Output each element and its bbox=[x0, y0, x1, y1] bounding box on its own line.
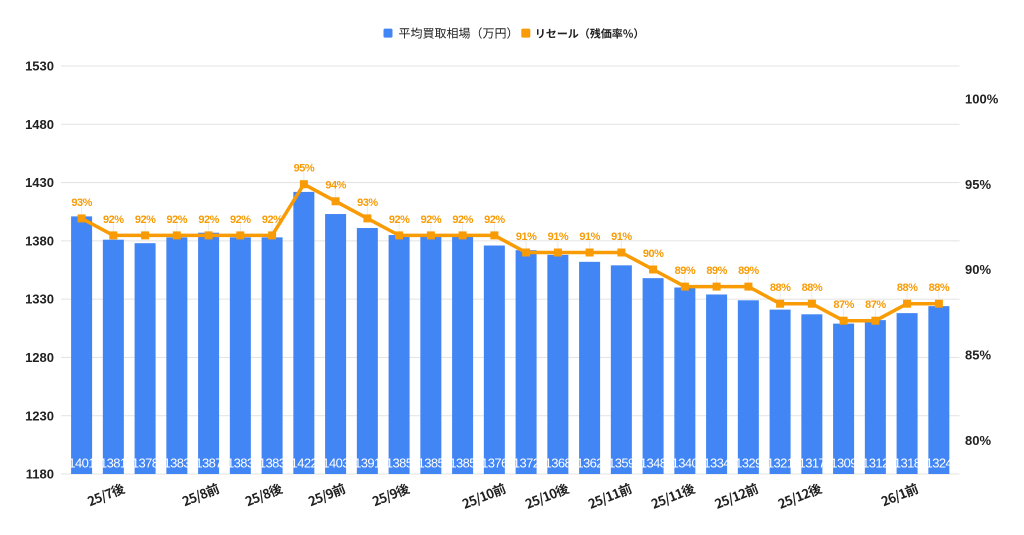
svg-text:1385: 1385 bbox=[418, 455, 445, 470]
svg-text:92%: 92% bbox=[230, 214, 251, 226]
svg-text:1330: 1330 bbox=[25, 292, 54, 307]
svg-text:1403: 1403 bbox=[322, 455, 349, 470]
svg-text:1372: 1372 bbox=[513, 455, 540, 470]
svg-text:1180: 1180 bbox=[26, 467, 54, 482]
svg-text:1340: 1340 bbox=[672, 455, 699, 470]
svg-text:92%: 92% bbox=[484, 214, 505, 226]
svg-text:1230: 1230 bbox=[25, 408, 54, 423]
svg-text:92%: 92% bbox=[421, 214, 442, 226]
svg-text:1385: 1385 bbox=[449, 455, 476, 470]
svg-text:1401: 1401 bbox=[68, 455, 95, 470]
svg-text:89%: 89% bbox=[706, 265, 727, 277]
svg-text:1368: 1368 bbox=[545, 455, 572, 470]
svg-text:92%: 92% bbox=[103, 214, 124, 226]
svg-text:92%: 92% bbox=[135, 214, 156, 226]
svg-text:92%: 92% bbox=[262, 214, 283, 226]
svg-text:88%: 88% bbox=[897, 282, 918, 294]
svg-text:1317: 1317 bbox=[799, 455, 826, 470]
svg-text:93%: 93% bbox=[357, 197, 378, 209]
svg-text:1321: 1321 bbox=[767, 455, 794, 470]
svg-text:85%: 85% bbox=[965, 348, 991, 363]
svg-text:88%: 88% bbox=[802, 282, 823, 294]
svg-text:1383: 1383 bbox=[164, 455, 191, 470]
svg-text:1359: 1359 bbox=[608, 455, 635, 470]
svg-text:1324: 1324 bbox=[926, 455, 953, 470]
svg-text:88%: 88% bbox=[929, 282, 950, 294]
svg-text:1280: 1280 bbox=[25, 350, 54, 365]
svg-text:93%: 93% bbox=[71, 197, 92, 209]
svg-text:1383: 1383 bbox=[259, 455, 286, 470]
svg-text:1318: 1318 bbox=[894, 455, 921, 470]
svg-text:1530: 1530 bbox=[25, 59, 54, 74]
svg-text:1378: 1378 bbox=[132, 455, 159, 470]
svg-text:1422: 1422 bbox=[291, 455, 318, 470]
svg-text:80%: 80% bbox=[965, 433, 991, 448]
svg-text:92%: 92% bbox=[198, 214, 219, 226]
svg-text:95%: 95% bbox=[965, 177, 991, 192]
svg-text:1381: 1381 bbox=[100, 455, 127, 470]
svg-text:1376: 1376 bbox=[481, 455, 508, 470]
svg-text:1309: 1309 bbox=[830, 455, 857, 470]
svg-text:95%: 95% bbox=[294, 163, 315, 175]
svg-text:1334: 1334 bbox=[703, 455, 730, 470]
svg-text:1480: 1480 bbox=[25, 117, 54, 132]
svg-text:1348: 1348 bbox=[640, 455, 667, 470]
svg-text:90%: 90% bbox=[965, 262, 991, 277]
svg-text:91%: 91% bbox=[611, 231, 632, 243]
svg-text:90%: 90% bbox=[643, 248, 664, 260]
svg-text:1430: 1430 bbox=[25, 175, 54, 190]
svg-text:92%: 92% bbox=[452, 214, 473, 226]
svg-text:1387: 1387 bbox=[195, 455, 222, 470]
svg-text:1391: 1391 bbox=[354, 455, 381, 470]
svg-text:94%: 94% bbox=[325, 180, 346, 192]
svg-text:87%: 87% bbox=[865, 299, 886, 311]
svg-text:92%: 92% bbox=[167, 214, 188, 226]
svg-text:88%: 88% bbox=[770, 282, 791, 294]
svg-text:1362: 1362 bbox=[576, 455, 603, 470]
svg-text:87%: 87% bbox=[833, 299, 854, 311]
svg-text:1312: 1312 bbox=[862, 455, 889, 470]
svg-text:1329: 1329 bbox=[735, 455, 762, 470]
svg-text:1380: 1380 bbox=[25, 234, 54, 249]
svg-text:91%: 91% bbox=[579, 231, 600, 243]
svg-text:91%: 91% bbox=[548, 231, 569, 243]
svg-text:91%: 91% bbox=[516, 231, 537, 243]
svg-text:1385: 1385 bbox=[386, 455, 413, 470]
svg-text:89%: 89% bbox=[738, 265, 759, 277]
svg-text:100%: 100% bbox=[965, 92, 999, 107]
svg-text:89%: 89% bbox=[675, 265, 696, 277]
svg-text:92%: 92% bbox=[389, 214, 410, 226]
svg-text:1383: 1383 bbox=[227, 455, 254, 470]
